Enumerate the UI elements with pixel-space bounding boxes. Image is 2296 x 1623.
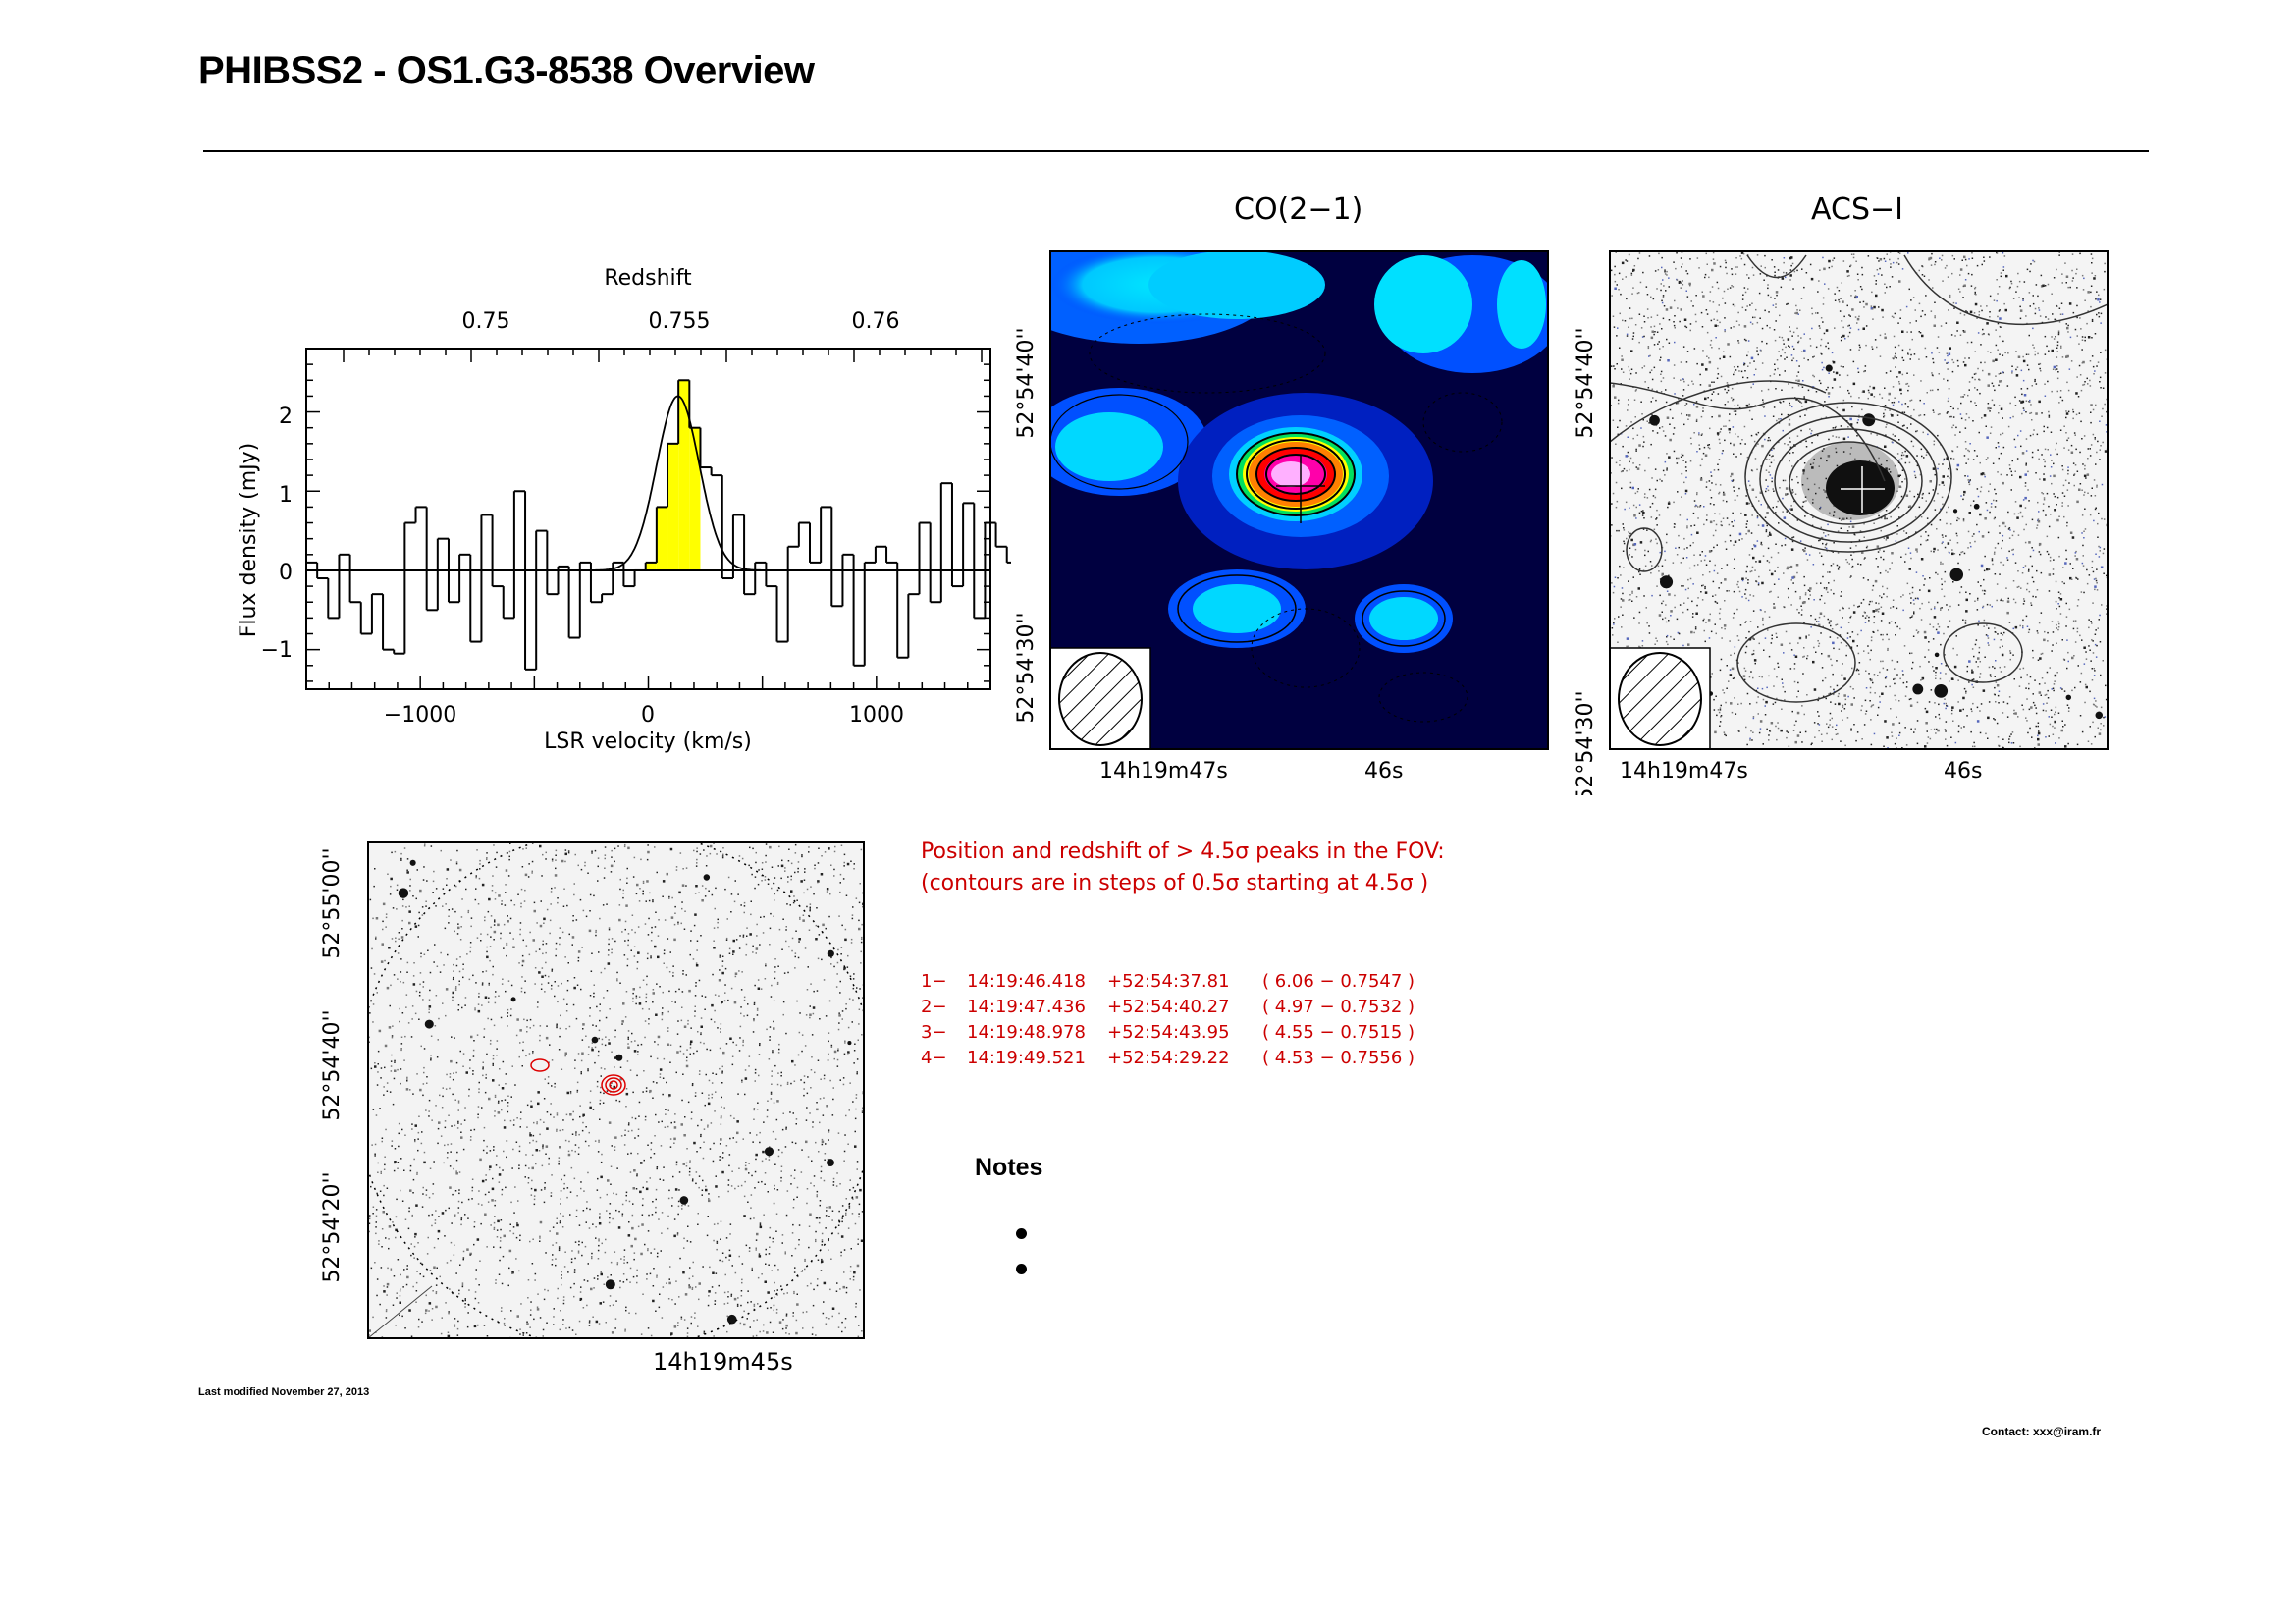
fov-map-panel: 52°55'00'' 52°54'40'' 52°54'20'' 14h19m4…: [320, 841, 865, 1376]
acs-dec-tick-1: 52°54'40'': [1574, 327, 1598, 438]
acs-panel-title: ACS−I: [1811, 192, 1903, 227]
peak-intro-line1: Position and redshift of > 4.5σ peaks in…: [921, 839, 1445, 864]
peak-index: 2−: [921, 997, 947, 1017]
co-panel-title: CO(2−1): [1234, 192, 1363, 227]
velocity-tick-1000: 1000: [849, 703, 904, 728]
acs-ra-tick-2: 46s: [1944, 759, 1982, 784]
peak-snr-redshift: ( 6.06 − 0.7547 ): [1262, 971, 1415, 992]
notes-bullet-2: [1016, 1264, 1027, 1274]
fov-dec-tick-1: 52°55'00'': [320, 847, 345, 958]
peak-dec: +52:54:43.95: [1107, 1022, 1230, 1043]
flux-tick-2: 2: [279, 405, 293, 429]
co-dec-tick-1: 52°54'40'': [1014, 327, 1039, 438]
acs-ra-tick-1: 14h19m47s: [1620, 759, 1748, 784]
peak-ra: 14:19:49.521: [967, 1048, 1086, 1068]
line-channel-fill: [645, 562, 657, 570]
peak-dec: +52:54:37.81: [1107, 971, 1230, 992]
flux-tick-0: 0: [279, 561, 293, 585]
peak-index: 3−: [921, 1022, 947, 1043]
notes-heading: Notes: [975, 1154, 1043, 1181]
spectrum-plot: Redshift 0.75 0.755 0.76 Flux density (m…: [237, 266, 1011, 754]
peak-snr-redshift: ( 4.55 − 0.7515 ): [1262, 1022, 1415, 1043]
co-ra-tick-1: 14h19m47s: [1099, 759, 1228, 784]
co-map-panel: 52°54'40'' 52°54'30'' 14h19m47s 46s: [1014, 250, 1549, 784]
flux-tick-1: 1: [279, 483, 293, 508]
notes-bullet-1: [1016, 1228, 1027, 1239]
spectrum-data-area: [305, 348, 1011, 690]
redshift-tick-0750: 0.75: [462, 309, 510, 334]
fov-dec-tick-2: 52°54'40'': [320, 1009, 345, 1120]
co-ra-tick-2: 46s: [1364, 759, 1403, 784]
peak-index: 1−: [921, 971, 947, 992]
page-title: PHIBSS2 - OS1.G3-8538 Overview: [198, 49, 815, 92]
redshift-tick-0755: 0.755: [649, 309, 711, 334]
co-dec-tick-2: 52°54'30'': [1014, 612, 1039, 723]
peak-ra: 14:19:48.978: [967, 1022, 1086, 1043]
line-channel-fill: [689, 427, 701, 570]
flux-axis-label: Flux density (mJy): [237, 443, 261, 637]
redshift-axis-label: Redshift: [604, 266, 692, 291]
flux-tick-neg1: −1: [261, 638, 293, 663]
peak-dec: +52:54:40.27: [1107, 997, 1230, 1017]
last-modified: Last modified November 27, 2013: [198, 1386, 370, 1398]
gaussian-fit-line: [306, 395, 990, 571]
peak-snr-redshift: ( 4.53 − 0.7556 ): [1262, 1048, 1415, 1068]
velocity-tick-neg1000: −1000: [384, 703, 456, 728]
peak-dec: +52:54:29.22: [1107, 1048, 1230, 1068]
peak-index: 4−: [921, 1048, 947, 1068]
peak-snr-redshift: ( 4.97 − 0.7532 ): [1262, 997, 1415, 1017]
velocity-axis-label: LSR velocity (km/s): [544, 730, 752, 754]
line-channel-fill: [667, 443, 679, 570]
peak-description: Position and redshift of > 4.5σ peaks in…: [921, 837, 1445, 899]
line-channel-fill: [656, 507, 668, 570]
contact-email[interactable]: Contact: xxx@iram.fr: [1982, 1425, 2102, 1438]
peak-intro-line2: (contours are in steps of 0.5σ starting …: [921, 871, 1429, 895]
fov-dec-tick-3: 52°54'20'': [320, 1171, 345, 1282]
acs-map-panel: 52°54'40'' 52°54'30'' 14h19m47s 46s: [1574, 250, 2109, 795]
header-divider: [203, 150, 2149, 152]
peak-ra: 14:19:46.418: [967, 971, 1086, 992]
spectrum-frame: [305, 348, 991, 690]
redshift-tick-0760: 0.76: [852, 309, 900, 334]
acs-dec-tick-2: 52°54'30'': [1574, 690, 1598, 795]
line-channel-fill: [678, 380, 690, 570]
fov-ra-tick: 14h19m45s: [653, 1348, 793, 1376]
velocity-tick-0: 0: [641, 703, 655, 728]
peak-ra: 14:19:47.436: [967, 997, 1086, 1017]
